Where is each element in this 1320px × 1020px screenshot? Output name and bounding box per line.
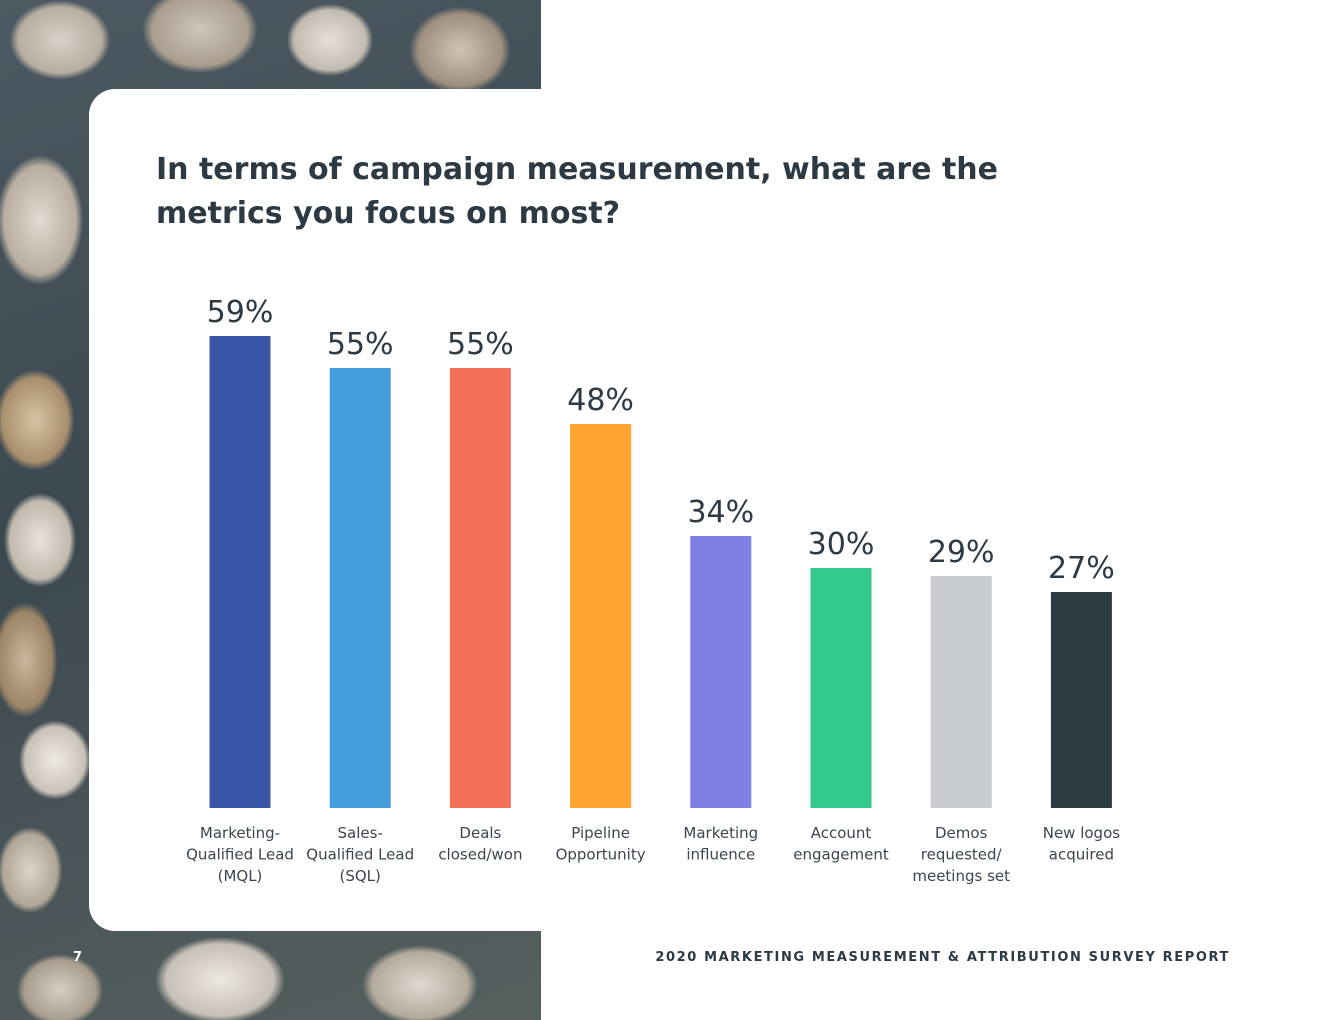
bar bbox=[570, 424, 632, 808]
bar bbox=[810, 568, 872, 808]
category-label: Marketing-Qualified Lead (MQL) bbox=[186, 824, 294, 885]
category-label: New logos acquired bbox=[1043, 824, 1121, 864]
bar-value-label: 29% bbox=[928, 535, 995, 570]
category-label: Demos requested/meetings set bbox=[912, 824, 1010, 885]
bar-value-label: 59% bbox=[207, 295, 274, 330]
category-label: Deals closed/won bbox=[438, 824, 522, 864]
bar bbox=[449, 368, 511, 808]
bar-value-label: 55% bbox=[447, 327, 514, 362]
chart-title: In terms of campaign measurement, what a… bbox=[156, 152, 999, 231]
report-footer: 2020 MARKETING MEASUREMENT & ATTRIBUTION… bbox=[655, 950, 1230, 965]
bar-value-label: 34% bbox=[687, 495, 754, 530]
page-number: 7 bbox=[73, 950, 83, 965]
bar-value-label: 30% bbox=[808, 527, 875, 562]
bar-value-label: 48% bbox=[567, 383, 634, 418]
bar bbox=[209, 336, 271, 808]
bar bbox=[1050, 592, 1112, 808]
bar bbox=[930, 576, 992, 808]
category-label: Marketing influence bbox=[683, 824, 758, 864]
category-label: Account engagement bbox=[793, 824, 889, 864]
category-label: Sales-Qualified Lead (SQL) bbox=[306, 824, 414, 885]
bar bbox=[690, 536, 752, 808]
bar-value-label: 27% bbox=[1048, 551, 1115, 586]
bar bbox=[329, 368, 391, 808]
bar-value-label: 55% bbox=[327, 327, 394, 362]
category-label: Pipeline Opportunity bbox=[556, 824, 646, 864]
